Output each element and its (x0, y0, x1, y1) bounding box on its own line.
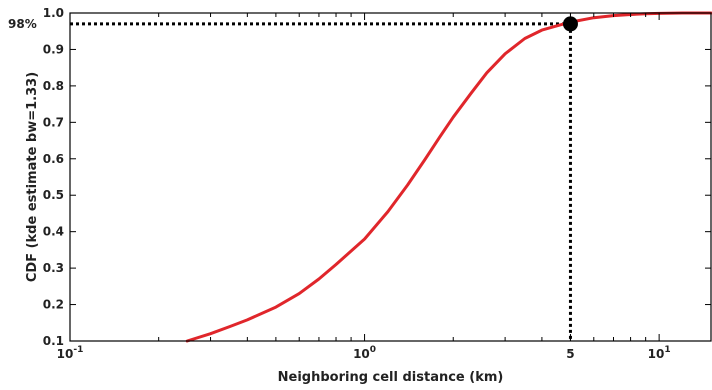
x-tick-label: 10-1 (57, 345, 84, 361)
y-tick-label: 0.1 (43, 334, 64, 348)
x-axis-label: Neighboring cell distance (km) (278, 370, 504, 385)
axis-tick-labels: 0.10.20.30.40.50.60.70.80.91.010-1 100 5 10… (43, 6, 671, 361)
x-tick-base: 10 (353, 347, 370, 361)
y-tick-label: 0.7 (43, 115, 64, 129)
y-tick-label: 0.8 (43, 79, 64, 93)
x-tick-exponent: -1 (73, 345, 83, 355)
reference-lines (70, 22, 572, 341)
x-tick-base: 10 (57, 347, 74, 361)
series-layer (185, 11, 712, 343)
x-tick-label: 101 (648, 345, 671, 361)
annotation-marker (562, 16, 578, 32)
marker-layer (562, 16, 578, 32)
y-tick-label: 0.2 (43, 298, 64, 312)
cdf-curve (185, 11, 712, 343)
x-tick-exponent: 1 (664, 345, 670, 355)
annotation-label: 98% (8, 17, 37, 31)
y-tick-label: 0.9 (43, 42, 64, 56)
y-tick-label: 1.0 (43, 6, 64, 20)
x-tick-base: 5 (566, 347, 574, 361)
y-tick-label: 0.3 (43, 261, 64, 275)
x-tick-exponent: 0 (370, 345, 376, 355)
x-tick-label: 100 (353, 345, 376, 361)
x-tick-label: 5 (566, 347, 574, 361)
y-tick-label: 0.4 (43, 225, 64, 239)
y-tick-label: 0.6 (43, 152, 64, 166)
axis-ticks (69, 12, 711, 342)
y-axis-label: CDF (kde estimate bw=1.33) (25, 72, 40, 282)
x-tick-base: 10 (648, 347, 665, 361)
plot-frame (69, 12, 712, 342)
y-tick-label: 0.5 (43, 188, 64, 202)
